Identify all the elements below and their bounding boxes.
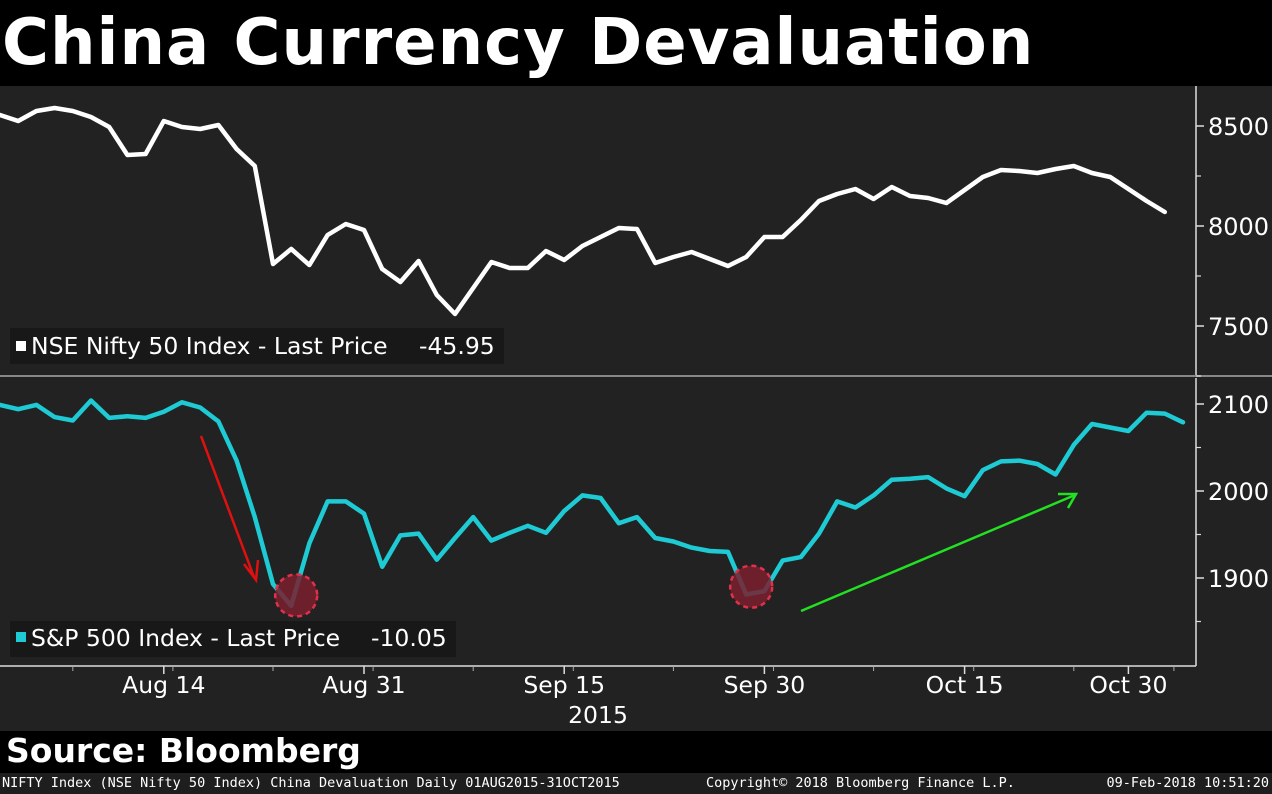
up-arrow-head: [1058, 492, 1079, 509]
nifty-legend-value: -45.95: [419, 332, 495, 360]
spx-legend-swatch: [16, 632, 26, 642]
spx-y-tick-label-2100: 2100: [1208, 391, 1269, 419]
up-arrow: [800, 492, 1079, 613]
x-tick-label: Aug 31: [322, 671, 405, 699]
spx-y-tick-label-2000: 2000: [1208, 478, 1269, 506]
nifty-legend-background: [10, 328, 504, 364]
spx-series-line: [0, 398, 1186, 609]
chart-area: 7500 8000 8500 1900 2000 2100 Aug 14 Aug 31 Se…: [0, 86, 1272, 731]
spx-legend: S&P 500 Index - Last Price -10.05: [10, 621, 456, 657]
low-point-marker: [273, 573, 319, 618]
x-tick-label: Aug 14: [122, 671, 205, 699]
page-title: China Currency Devaluation: [2, 6, 1035, 80]
footer-timestamp: 09-Feb-2018 10:51:20: [1106, 775, 1269, 791]
nifty-legend-label: NSE Nifty 50 Index - Last Price: [31, 332, 388, 360]
footer-bar: NIFTY Index (NSE Nifty 50 Index) China D…: [0, 773, 1272, 794]
nifty-series-line: [0, 105, 1168, 317]
x-tick-label: Oct 15: [926, 671, 1004, 699]
nifty-y-tick-label-7500: 7500: [1208, 313, 1269, 341]
low-point-marker: [728, 564, 774, 609]
x-axis-year-label: 2015: [568, 701, 628, 729]
x-tick-label: Oct 30: [1089, 671, 1167, 699]
nifty-y-tick-label-8000: 8000: [1208, 213, 1269, 241]
down-arrow-head: [243, 559, 260, 584]
down-arrow: [199, 435, 260, 584]
footer-description: NIFTY Index (NSE Nifty 50 Index) China D…: [2, 775, 620, 791]
x-tick-label: Sep 15: [523, 671, 605, 699]
spx-legend-background: [10, 621, 456, 657]
footer-copyright: Copyright© 2018 Bloomberg Finance L.P.: [706, 775, 1015, 791]
nifty-y-tick-label-8500: 8500: [1208, 113, 1269, 141]
nifty-legend: NSE Nifty 50 Index - Last Price -45.95: [10, 328, 504, 364]
x-tick-label: Sep 30: [724, 671, 806, 699]
spx-y-tick-label-1900: 1900: [1208, 565, 1269, 593]
down-arrow-shaft: [199, 435, 256, 578]
up-arrow-shaft: [800, 493, 1076, 613]
nifty-legend-swatch: [16, 341, 26, 351]
source-label: Source: Bloomberg: [6, 731, 361, 770]
spx-legend-value: -10.05: [371, 624, 447, 652]
spx-legend-label: S&P 500 Index - Last Price: [31, 624, 340, 652]
